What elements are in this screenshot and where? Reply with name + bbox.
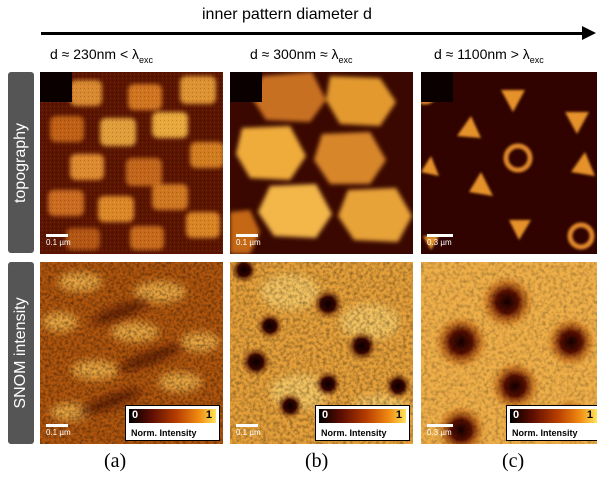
snom-panel-a: 0.1 µm 0 1 Norm. Intensity xyxy=(40,262,223,444)
column-header-c-main: d ≈ 1100nm > λ xyxy=(434,46,530,62)
corner-marker xyxy=(40,72,72,102)
corner-marker xyxy=(230,72,262,102)
scalebar-snom-c: 0.3 µm xyxy=(427,424,453,437)
colorbar-caption: Norm. Intensity xyxy=(321,428,387,438)
diameter-arrow-head xyxy=(582,26,596,40)
column-header-a-sub: exc xyxy=(139,54,154,65)
colorbar-legend-c: 0 1 Norm. Intensity xyxy=(506,405,597,441)
subfigure-label-b: (b) xyxy=(305,450,329,472)
scalebar-snom-a: 0.1 µm xyxy=(46,424,71,437)
colorbar-max: 1 xyxy=(205,409,212,421)
colorbar-min: 0 xyxy=(132,409,139,421)
subfigure-label-c: (c) xyxy=(502,450,525,472)
snom-panel-c: 0.3 µm 0 1 Norm. Intensity xyxy=(421,262,597,444)
column-header-c-sub: exc xyxy=(529,54,544,65)
column-header-a-main: d ≈ 230nm < λ xyxy=(50,46,140,62)
diameter-arrow-line xyxy=(41,32,586,35)
scalebar-topo-b: 0.1 µm xyxy=(236,234,261,247)
row-label-topography: topography xyxy=(8,72,34,253)
column-header-a: d ≈ 230nm < λexc xyxy=(50,46,153,65)
topography-panel-a: 0.1 µm xyxy=(40,72,223,254)
colorbar-caption: Norm. Intensity xyxy=(131,428,197,438)
snom-panel-b: 0.1 µm 0 1 Norm. Intensity xyxy=(230,262,413,444)
colorbar-legend-b: 0 1 Norm. Intensity xyxy=(315,405,410,441)
topography-panel-b: 0.1 µm xyxy=(230,72,413,254)
column-header-c: d ≈ 1100nm > λexc xyxy=(434,46,544,65)
colorbar-gradient xyxy=(319,409,406,423)
colorbar-legend-a: 0 1 Norm. Intensity xyxy=(125,405,220,441)
diameter-axis-label: inner pattern diameter d xyxy=(202,6,372,23)
colorbar-caption: Norm. Intensity xyxy=(512,428,578,438)
column-header-b: d ≈ 300nm ≈ λexc xyxy=(250,46,353,65)
scalebar-topo-a: 0.1 µm xyxy=(46,234,71,247)
row-label-snom: SNOM intensity xyxy=(8,262,34,444)
topography-panel-c: 0.3 µm xyxy=(421,72,597,254)
corner-marker xyxy=(421,72,453,102)
scalebar-topo-c: 0.3 µm xyxy=(427,234,453,247)
colorbar-min: 0 xyxy=(322,409,329,421)
column-header-b-main: d ≈ 300nm ≈ λ xyxy=(250,46,339,62)
colorbar-max: 1 xyxy=(586,409,593,421)
colorbar-min: 0 xyxy=(513,409,520,421)
column-header-b-sub: exc xyxy=(338,54,353,65)
scalebar-snom-b: 0.1 µm xyxy=(236,424,261,437)
colorbar-gradient xyxy=(510,409,597,423)
subfigure-label-a: (a) xyxy=(104,450,127,472)
colorbar-gradient xyxy=(129,409,216,423)
colorbar-max: 1 xyxy=(395,409,402,421)
